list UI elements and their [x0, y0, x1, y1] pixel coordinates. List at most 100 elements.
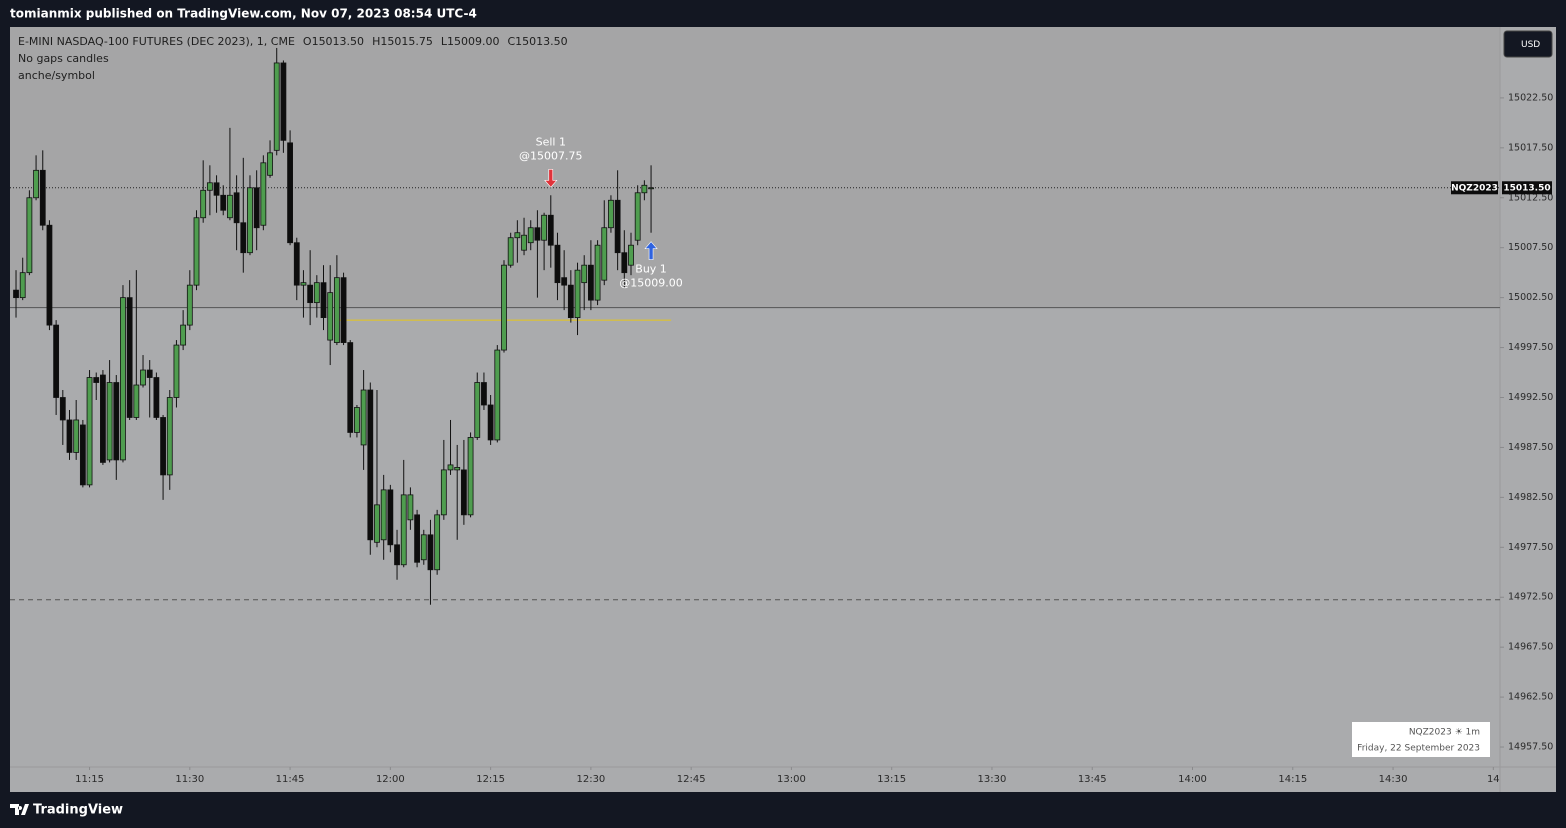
candle-body: [380, 489, 387, 541]
candle-body: [220, 194, 227, 211]
candle-body: [293, 242, 300, 286]
candle-body: [507, 237, 514, 266]
currency-button[interactable]: USD: [1503, 30, 1553, 58]
publish-header: tomianmix published on TradingView.com, …: [10, 7, 477, 21]
candle-body: [387, 489, 394, 546]
candle-body: [227, 194, 233, 219]
y-tick-label: 14997.50: [1508, 342, 1553, 353]
y-tick-label: 14992.50: [1508, 392, 1553, 403]
candle-body: [648, 187, 654, 190]
candle-body: [280, 62, 287, 141]
candle-body: [340, 277, 347, 343]
symbol-tag: NQZ2023: [1451, 183, 1498, 193]
shaded-region: [10, 27, 1500, 308]
candle-body: [233, 192, 240, 224]
price-tag: 15013.50: [1503, 183, 1550, 193]
y-tick-label: 14967.50: [1508, 642, 1553, 653]
candle-body: [300, 282, 307, 286]
x-tick-label: 11:30: [175, 774, 204, 785]
candle-body: [313, 282, 320, 304]
candle-body: [240, 222, 247, 254]
candle-body: [514, 232, 521, 239]
y-tick-label: 14962.50: [1508, 692, 1553, 703]
currency-button-bg[interactable]: [1503, 30, 1553, 58]
y-tick-label: 15022.50: [1508, 92, 1553, 103]
candle-body: [434, 514, 441, 571]
candle-body: [474, 382, 481, 438]
candle-body: [554, 244, 561, 284]
indicator-label: anche/symbol: [18, 69, 95, 82]
candle-body: [360, 389, 367, 446]
candle-body: [106, 382, 113, 461]
candle-body: [260, 162, 267, 226]
y-tick-label: 15012.50: [1508, 192, 1553, 203]
candle-body: [400, 494, 407, 566]
candle-body: [374, 504, 380, 543]
candle-body: [213, 182, 220, 196]
candle-body: [608, 199, 614, 229]
y-tick-label: 14957.50: [1508, 742, 1553, 753]
trade-price: @15007.75: [519, 149, 583, 162]
shade-layer: [10, 27, 1500, 308]
brand-name[interactable]: TradingView: [33, 803, 123, 818]
candle-body: [534, 227, 541, 241]
candle-body: [427, 534, 434, 571]
candle-body: [547, 214, 554, 246]
x-tick-label: 11:15: [75, 774, 104, 785]
y-tick-label: 15007.50: [1508, 242, 1553, 253]
sell-arrow: [544, 168, 558, 188]
candle-body: [253, 187, 260, 229]
candle-body: [628, 244, 634, 266]
candle-body: [333, 277, 340, 343]
candle-body: [440, 469, 447, 516]
candle-body: [587, 264, 594, 301]
x-tick-label: 14:00: [1178, 774, 1207, 785]
x-tick-label: 13:15: [877, 774, 906, 785]
trade-price: @15009.00: [619, 277, 683, 290]
x-tick-label: 12:45: [677, 774, 706, 785]
candle-body: [420, 534, 427, 561]
x-tick-label: 13:30: [978, 774, 1007, 785]
candle-body: [594, 244, 601, 301]
x-tick-label: 12:15: [476, 774, 505, 785]
candle-body: [481, 382, 487, 406]
candle-body: [126, 297, 133, 418]
symbol-tag-bg: [1451, 181, 1498, 195]
x-tick-label: 11:45: [276, 774, 305, 785]
candle-body: [327, 292, 334, 341]
candle-body: [79, 424, 86, 486]
candle-body: [160, 417, 166, 476]
candle-body: [460, 469, 467, 516]
candle-body: [614, 199, 621, 254]
candle-body: [320, 282, 327, 319]
watermark-symbol: NQZ2023 ☀ 1m: [1409, 728, 1480, 738]
brand-logo[interactable]: [10, 804, 29, 815]
candle-body: [267, 152, 273, 176]
candle-body: [634, 192, 641, 241]
indicator-label: No gaps candles: [18, 52, 109, 65]
candle-body: [113, 382, 120, 461]
candle-body: [33, 169, 39, 199]
price-tag-bg: [1502, 181, 1552, 195]
candle-body: [186, 284, 193, 326]
currency-label[interactable]: USD: [1521, 40, 1540, 50]
candle-body: [641, 184, 648, 194]
candle-body: [521, 234, 527, 251]
candle-body: [567, 284, 574, 319]
y-tick-label: 15002.50: [1508, 292, 1553, 303]
candle-body: [414, 514, 420, 563]
x-tick-label: 13:45: [1078, 774, 1107, 785]
candle-body: [367, 389, 374, 541]
candle-body: [487, 404, 494, 441]
watermark-date: Friday, 22 September 2023: [1357, 744, 1480, 754]
brand[interactable]: TradingView: [10, 803, 123, 818]
candle-body: [100, 374, 106, 463]
candle-body: [407, 494, 414, 521]
candle-body: [86, 377, 93, 486]
candle-body: [180, 324, 187, 346]
candle-body: [193, 217, 200, 286]
x-tick-label: 12:30: [576, 774, 605, 785]
candle-body: [273, 62, 280, 151]
candle-body: [494, 349, 501, 441]
